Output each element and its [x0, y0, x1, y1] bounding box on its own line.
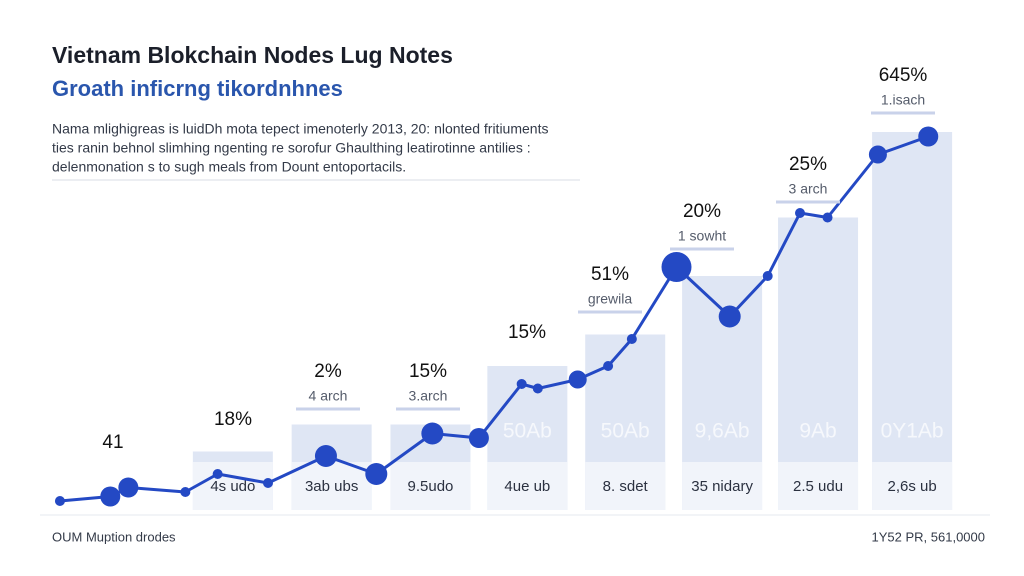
annotation: 645%: [879, 65, 928, 86]
line-point: [100, 486, 121, 507]
annotation-note: 4 arch: [309, 388, 348, 404]
annotation: 51%: [591, 264, 629, 285]
line-point: [532, 383, 543, 394]
line-point: [314, 445, 337, 467]
bar-inner-label: 9Ab: [799, 420, 836, 443]
annotation-note: 3 arch: [789, 181, 828, 197]
description: Nama mlighigreas is luidDh mota tepect i…: [52, 121, 548, 137]
bar-label: 35 nidary: [691, 478, 753, 495]
line-point: [118, 477, 139, 498]
annotation: 2%: [314, 361, 342, 382]
line-point: [626, 334, 637, 344]
bar-base: [585, 462, 666, 510]
footer-left: OUM Muption drodes: [52, 529, 176, 544]
line-point: [603, 361, 614, 371]
bar-base: [487, 462, 568, 510]
annotation: 18%: [214, 409, 252, 430]
bar-base: [291, 462, 372, 510]
line-point: [822, 212, 833, 223]
bar-base: [390, 462, 471, 510]
line: [59, 135, 929, 503]
bar-label: 2,6s ub: [887, 478, 936, 495]
bar-inner-label: 9,6Ab: [695, 420, 750, 443]
annotation: 15%: [508, 322, 546, 343]
bar: [778, 217, 859, 510]
line-point: [661, 252, 692, 282]
footer-right: 1Y52 PR, 561,0000: [872, 529, 985, 544]
bar-inner-label: 50Ab: [503, 420, 552, 443]
bar-base: [682, 462, 763, 510]
bar-label: 9.5udo: [408, 478, 454, 495]
bar: [872, 132, 953, 510]
line-point: [468, 428, 489, 448]
bar-label: 4s udo: [210, 478, 255, 495]
bar-inner-label: 0Y1Ab: [881, 420, 944, 443]
bar-base: [872, 462, 953, 510]
line-point: [568, 370, 587, 389]
bar-label: 2.5 udu: [793, 478, 843, 495]
bar-label: 4ue ub: [504, 478, 550, 495]
line-point: [762, 271, 773, 281]
annotation: 20%: [683, 201, 721, 222]
line-point: [263, 478, 273, 488]
line-point: [516, 379, 527, 389]
line-point: [54, 496, 65, 506]
bar-base: [778, 462, 859, 510]
chart-title: Vietnam Blokchain Nodes Lug Notes: [52, 42, 453, 68]
annotation: 41: [102, 432, 123, 453]
line-point: [365, 463, 388, 485]
annotation: 25%: [789, 154, 827, 175]
annotation-note: 1.isach: [881, 92, 925, 108]
line-point: [212, 469, 223, 479]
line-point: [868, 145, 887, 164]
chart-subtitle: Groath inficrng tikordnhnes: [52, 76, 343, 101]
description: ties ranin behnol slimhing ngenting re s…: [52, 140, 531, 156]
annotation-note: 1 sowht: [678, 228, 726, 244]
description: delenmonation s to sugh meals from Dount…: [52, 159, 406, 175]
line-point: [421, 422, 444, 445]
annotation: 15%: [409, 361, 447, 382]
bar-label: 8. sdet: [603, 478, 649, 495]
bar-base: [192, 462, 273, 510]
annotation-note: grewila: [588, 291, 633, 307]
line-point: [795, 208, 805, 218]
bar-label: 3ab ubs: [305, 478, 358, 495]
annotation-note: 3.arch: [409, 388, 448, 404]
line-point: [180, 487, 191, 497]
bar-inner-label: 50Ab: [601, 420, 650, 443]
line-point: [918, 126, 939, 147]
line-point: [718, 305, 741, 328]
